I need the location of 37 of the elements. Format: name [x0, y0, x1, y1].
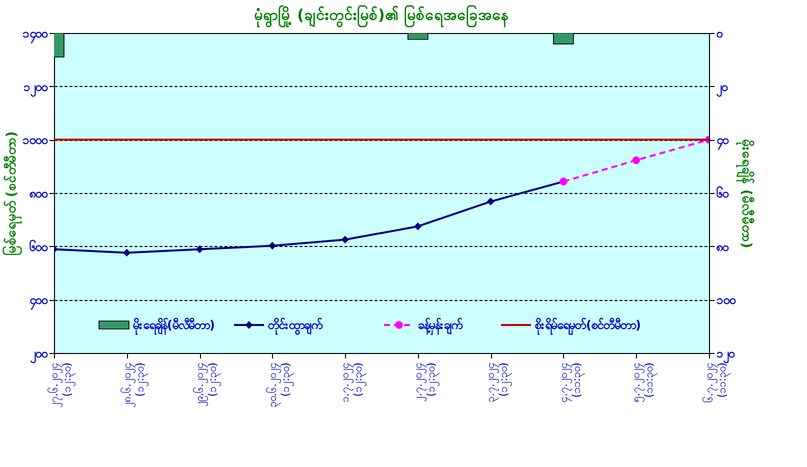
- legend-label: တိုင်းထွာချက်: [267, 316, 323, 336]
- x-tick-label: ၃၀.၆.၂၀၂၄ (၁၂:၃၀): [266, 362, 294, 408]
- legend-label: စိုးရိမ်ရေမှတ်(စင်တီမီတာ): [534, 316, 641, 336]
- y2-tick-label: ၄၀: [716, 133, 730, 152]
- y-axis-title: မြစ်ရေမှတ် (စင်တီမီတာ): [2, 131, 22, 256]
- y-tick-label: ၁၂၀၀: [24, 80, 48, 98]
- point: [632, 156, 640, 164]
- y2-axis-title: မိုးရေချိန် (မီလီမီတာ): [736, 138, 756, 248]
- x-tick-label: ၂၇.၆.၂၀၂၄ (၁၂:၃၀): [48, 362, 76, 408]
- y-tick-label: ၈၀၀: [28, 186, 48, 200]
- point: [414, 222, 422, 230]
- y-tick-label: ၆၀၀: [28, 238, 48, 254]
- x-tick-label: ၅.၇.၂၀၂၄ (၁၁:၃၀): [630, 362, 658, 402]
- y-tick-label: ၂၀၀: [30, 346, 48, 364]
- y-tick-label: ၁၀၀၀: [22, 133, 48, 148]
- chart-title: မုံရွာမြို့ (ချင်းတွင်းမြစ်)၏ မြစ်ရေအခြေအနေ: [254, 4, 510, 28]
- x-tick-label: ၆.၇.၂၀၂၄ (၁၁:၃၀): [702, 362, 730, 402]
- x-tick-label: ၂၈.၆.၂၀၂၄ (၁၂:၃၀): [120, 362, 148, 408]
- y2-tick-label: ၆၀: [716, 184, 730, 200]
- point: [122, 248, 131, 257]
- y-tick-label: ၁၄၀၀: [22, 26, 48, 44]
- x-tick-label: ၃.၇.၂၀၂၄ (၁၂:၃၀): [484, 362, 512, 402]
- y-tick-label: ၄၀၀: [28, 293, 48, 312]
- x-tick-label: ၄.၇.၂၀၂၄ (၁၁:၃၀): [556, 362, 585, 402]
- x-tick-label: ၂၉.၆.၂၀၂၄ (၁၂:၃၀): [193, 362, 222, 406]
- x-tick-label: ၁.၇.၂၀၂၄ (၁၂:၃၀): [338, 362, 367, 402]
- point: [486, 198, 495, 206]
- y2-tick-label: ၈၀: [716, 240, 730, 254]
- point: [268, 242, 276, 250]
- legend-label: မိုးရေချိန်(မီလီမီတာ): [132, 316, 215, 336]
- y2-tick-label: ၂၀: [716, 80, 728, 98]
- y2-tick-label: ၁၀၀: [716, 293, 736, 308]
- y2-tick-label: ၀: [716, 26, 724, 40]
- point: [341, 236, 349, 244]
- x-tick-label: ၂.၇.၂၀၂၄ (၁၂:၃၀): [411, 362, 440, 402]
- point: [196, 245, 204, 254]
- legend-label: ခန့်မှန်းချက်: [418, 316, 463, 336]
